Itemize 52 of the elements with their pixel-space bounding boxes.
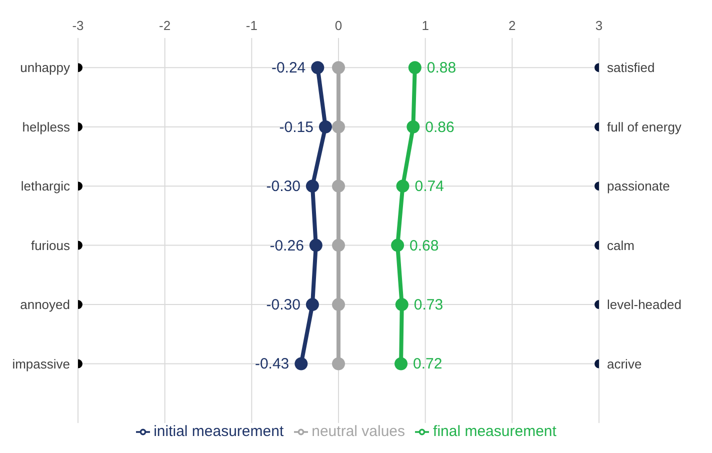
point xyxy=(306,298,319,312)
point xyxy=(406,120,420,134)
data-label: -0.30 xyxy=(266,296,300,314)
data-label: -0.30 xyxy=(266,178,300,196)
data-label: -0.26 xyxy=(270,237,304,254)
x-tick-label: -2 xyxy=(159,18,171,33)
x-tick-label: 1 xyxy=(422,18,429,33)
y2-tick-label: satisfied xyxy=(607,60,655,76)
y-tick-label: helpless xyxy=(22,119,70,134)
y2-tick-label: calm xyxy=(607,238,634,253)
y2-tick-label: full of energy xyxy=(607,119,682,134)
point xyxy=(318,120,332,134)
x-tick-label: 3 xyxy=(595,18,603,33)
data-label: 0.68 xyxy=(410,237,439,254)
x-tick-label: 2 xyxy=(508,18,516,33)
point xyxy=(332,61,345,74)
point xyxy=(309,238,322,252)
data-label: 0.88 xyxy=(426,60,456,77)
data-label: 0.74 xyxy=(414,178,444,196)
y-tick-label: impassive xyxy=(12,356,70,372)
data-label: 0.72 xyxy=(413,356,442,373)
point xyxy=(306,180,319,193)
y2-tick-label: passionate xyxy=(607,178,670,194)
point xyxy=(332,180,345,193)
y-tick-label: furious xyxy=(30,238,70,253)
data-label: -0.24 xyxy=(271,60,306,77)
point xyxy=(332,298,345,312)
point xyxy=(332,357,345,370)
data-label: -0.15 xyxy=(279,118,314,136)
point xyxy=(311,61,324,74)
x-tick-label: 0 xyxy=(334,18,342,33)
point xyxy=(408,61,422,74)
data-label: 0.73 xyxy=(414,296,444,314)
data-label: 0.86 xyxy=(425,118,454,136)
y-tick-label: unhappy xyxy=(20,60,70,76)
data-label: -0.43 xyxy=(254,356,290,373)
legend-label: final measurement xyxy=(433,423,556,440)
point xyxy=(394,357,408,370)
y2-tick-label: level-headed xyxy=(607,297,682,312)
point xyxy=(395,298,408,312)
point xyxy=(332,238,345,252)
x-tick-label: -1 xyxy=(246,18,258,33)
y2-tick-label: acrive xyxy=(607,356,642,372)
point xyxy=(294,357,308,370)
point xyxy=(332,120,345,134)
point xyxy=(391,238,404,252)
y-tick-label: annoyed xyxy=(20,297,70,312)
point xyxy=(396,180,410,193)
y-tick-label: lethargic xyxy=(20,178,70,194)
legend-label: initial measurement xyxy=(154,423,284,440)
x-tick-label: -3 xyxy=(72,18,84,33)
legend-label: neutral values xyxy=(312,423,406,440)
